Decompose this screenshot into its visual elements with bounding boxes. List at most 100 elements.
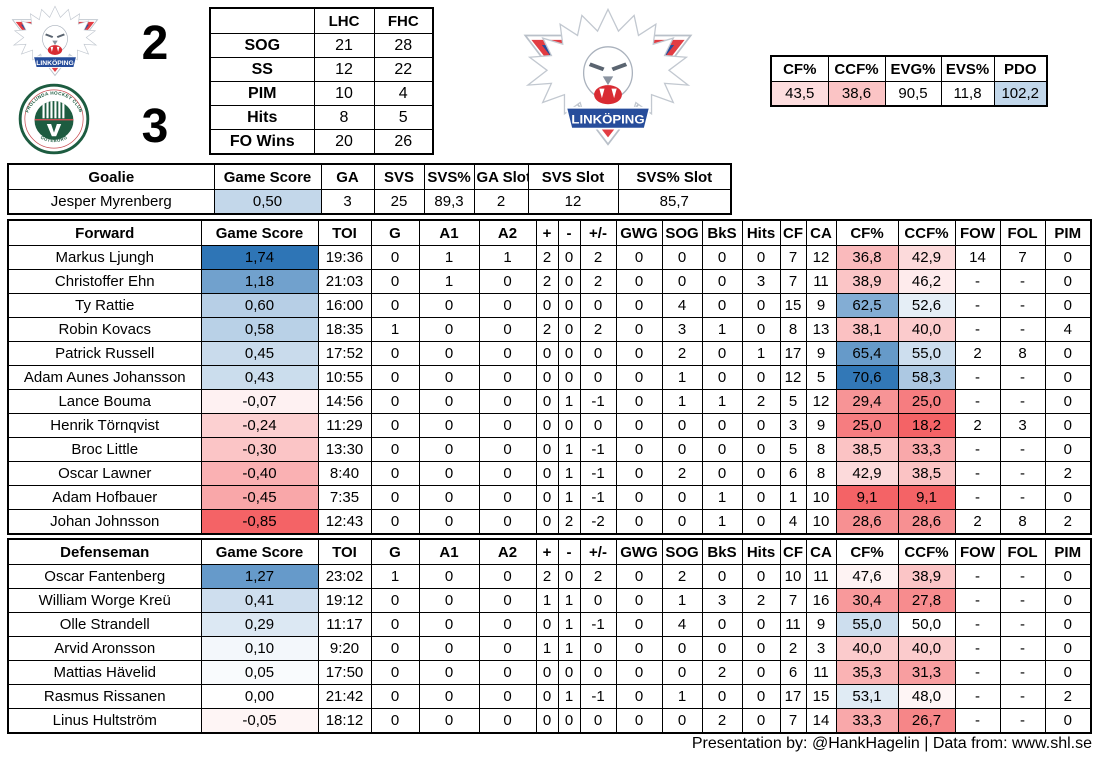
- row-label: Oscar Fantenberg: [7, 564, 202, 589]
- column-header: [209, 7, 315, 34]
- stat-cell: 29,4: [835, 389, 899, 414]
- stat-cell: 0: [1044, 341, 1092, 366]
- row-label: Olle Strandell: [7, 612, 202, 637]
- stat-cell: 2: [535, 564, 559, 589]
- stat-cell: 0: [370, 708, 420, 734]
- stat-cell: 0: [557, 293, 581, 318]
- stat-cell: 0: [701, 269, 743, 294]
- stat-cell: -0,07: [200, 389, 319, 414]
- stat-cell: 0: [1044, 708, 1092, 734]
- row-label: Mattias Hävelid: [7, 660, 202, 685]
- stat-cell: 2: [535, 269, 559, 294]
- row-label: Henrik Törnqvist: [7, 413, 202, 438]
- stat-cell: 0: [1044, 269, 1092, 294]
- stat-cell: 0: [615, 413, 663, 438]
- stat-cell: 0: [557, 564, 581, 589]
- column-header: Forward: [7, 219, 202, 246]
- stat-cell: 0: [557, 413, 581, 438]
- stat-cell: 2: [535, 317, 559, 342]
- stat-cell: 0: [741, 612, 781, 637]
- stat-cell: 0,43: [200, 365, 319, 390]
- stat-cell: 1: [661, 365, 703, 390]
- stat-cell: 19:36: [317, 245, 372, 270]
- stat-cell: 0: [535, 365, 559, 390]
- stat-cell: 0: [579, 293, 617, 318]
- stat-cell: 2: [1044, 509, 1092, 535]
- stat-cell: 7: [779, 269, 807, 294]
- stat-cell: 27,8: [897, 588, 956, 613]
- column-header: CF%: [835, 219, 899, 246]
- column-header: Goalie: [7, 163, 215, 190]
- stat-cell: 0: [701, 636, 743, 661]
- stat-cell: 2: [954, 509, 1001, 535]
- stat-cell: -: [999, 660, 1046, 685]
- stat-cell: 0: [478, 437, 537, 462]
- stat-cell: 0: [615, 293, 663, 318]
- stat-cell: 19:12: [317, 588, 372, 613]
- row-label: Hits: [209, 105, 315, 130]
- stat-cell: 0: [741, 413, 781, 438]
- stat-cell: 90,5: [884, 81, 942, 107]
- stat-cell: 55,0: [835, 612, 899, 637]
- stat-cell: 9,1: [897, 485, 956, 510]
- stat-cell: -0,30: [200, 437, 319, 462]
- stat-cell: -: [999, 564, 1046, 589]
- table-row: Oscar Fantenberg 1,27 23:02 1 0 0 2 0 2 0 2 0 0 10 11 4…: [7, 564, 1092, 589]
- stat-cell: 0,29: [200, 612, 319, 637]
- table-row: Henrik Törnqvist -0,24 11:29 0 0 0 0 0 0 0 0 0 0 3 9 25…: [7, 413, 1092, 438]
- stat-cell: 0: [478, 461, 537, 486]
- stat-cell: 0,45: [200, 341, 319, 366]
- stat-cell: 0: [615, 245, 663, 270]
- stat-cell: 8: [313, 105, 375, 130]
- stat-cell: -: [954, 317, 1001, 342]
- stat-cell: 0: [370, 636, 420, 661]
- stat-cell: 42,9: [835, 461, 899, 486]
- stat-cell: 0: [418, 708, 480, 734]
- stat-cell: -1: [579, 485, 617, 510]
- stat-cell: -: [954, 708, 1001, 734]
- stat-cell: 53,1: [835, 684, 899, 709]
- stat-cell: 25: [373, 189, 425, 215]
- stat-cell: 0: [661, 245, 703, 270]
- table-row: Oscar Lawner -0,40 8:40 0 0 0 0 1 -1 0 2 0 0 6 8 42,9 38…: [7, 461, 1092, 486]
- stat-cell: 0: [418, 564, 480, 589]
- stat-cell: 0: [478, 564, 537, 589]
- stat-cell: 7: [779, 708, 807, 734]
- stat-cell: 1: [535, 588, 559, 613]
- stat-cell: 0: [418, 317, 480, 342]
- stat-cell: 0,58: [200, 317, 319, 342]
- column-header: EVG%: [884, 55, 942, 82]
- table-row: Ty Rattie 0,60 16:00 0 0 0 0 0 0 0 4 0 0 15 9 62,5 52,6-…: [7, 293, 1092, 318]
- stat-cell: 0: [701, 684, 743, 709]
- stat-cell: 0: [478, 708, 537, 734]
- stat-cell: 50,0: [897, 612, 956, 637]
- stat-cell: 20: [313, 129, 375, 155]
- stat-cell: 0: [615, 389, 663, 414]
- column-header: GWG: [615, 219, 663, 246]
- column-header: PIM: [1044, 219, 1092, 246]
- stat-cell: 0: [418, 660, 480, 685]
- column-header: TOI: [317, 538, 372, 565]
- stat-cell: 0: [557, 660, 581, 685]
- stat-cell: 0: [701, 437, 743, 462]
- stat-cell: 11:17: [317, 612, 372, 637]
- stat-cell: 0: [418, 636, 480, 661]
- stat-cell: -: [999, 317, 1046, 342]
- row-label: Arvid Aronsson: [7, 636, 202, 661]
- stat-cell: 0: [615, 341, 663, 366]
- stat-cell: 0: [478, 389, 537, 414]
- stat-cell: 0: [418, 389, 480, 414]
- table-row: PIM 10 4: [209, 81, 434, 106]
- column-header: G: [370, 538, 420, 565]
- stat-cell: 0: [615, 684, 663, 709]
- stat-cell: 9,1: [835, 485, 899, 510]
- stat-cell: 0: [701, 612, 743, 637]
- stat-cell: 17: [779, 684, 807, 709]
- stat-cell: 2: [1044, 461, 1092, 486]
- stat-cell: 9: [805, 293, 837, 318]
- column-header: SVS%: [423, 163, 475, 190]
- table-row: Christoffer Ehn 1,18 21:03 0 1 0 2 0 2 0 0 0 3 7 11 38,…: [7, 269, 1092, 294]
- table-row: Lance Bouma -0,07 14:56 0 0 0 0 1 -1 0 1 1 2 5 12 29,4 2…: [7, 389, 1092, 414]
- column-header: CF: [779, 219, 807, 246]
- stat-cell: 0: [1044, 660, 1092, 685]
